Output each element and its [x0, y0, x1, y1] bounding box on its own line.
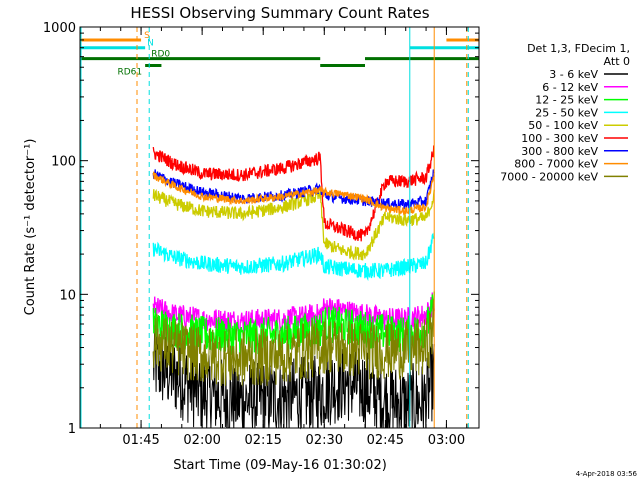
chart-title: HESSI Observing Summary Count Rates: [130, 4, 429, 22]
legend-header-line2: Att 0: [604, 55, 630, 68]
plot-frame: [79, 26, 480, 429]
series-line-100-300-kev: [152, 145, 435, 242]
x-tick-label: 01:45: [122, 433, 159, 448]
x-tick-label: 02:15: [244, 433, 281, 448]
axis-ticks: 01:45 02:00 02:15 02:30 02:45 03:00 1 10 100 1000: [43, 21, 479, 448]
series-line-50-100-kev: [152, 188, 435, 261]
flag-label-rd0: RD0: [151, 50, 170, 60]
x-tick-label: 02:00: [183, 433, 220, 448]
y-tick-label: 100: [51, 155, 76, 170]
vertical-markers: [80, 27, 469, 428]
legend-entry-label: 6 - 12 keV: [542, 81, 598, 94]
y-tick-label: 1000: [43, 21, 76, 36]
x-tick-label: 02:30: [306, 433, 343, 448]
x-tick-label: 02:45: [367, 433, 404, 448]
legend-entry-label: 12 - 25 keV: [535, 94, 598, 107]
x-tick-label: 03:00: [428, 433, 465, 448]
series-line-300-800-kev: [152, 169, 435, 211]
legend-entry-label: 800 - 7000 keV: [514, 158, 598, 171]
x-axis-label: Start Time (09-May-16 01:30:02): [173, 458, 387, 473]
timestamp: 4-Apr-2018 03:56: [576, 470, 638, 478]
series-line-800-7000-kev: [152, 171, 435, 215]
flag-label-s: S: [144, 31, 150, 41]
y-tick-label: 10: [59, 288, 76, 303]
series-line-7000-20000-kev: [152, 299, 435, 387]
y-tick-label: 1: [68, 422, 76, 437]
legend-header-line1: Det 1,3, FDecim 1,: [527, 42, 630, 55]
legend-entry-label: 100 - 300 keV: [521, 132, 598, 145]
flag-label-n: N: [147, 39, 154, 49]
legend-entry-label: 50 - 100 keV: [528, 119, 598, 132]
legend-entry-label: 300 - 800 keV: [521, 145, 598, 158]
legend-entry-label: 25 - 50 keV: [535, 106, 598, 119]
legend-entry-label: 7000 - 20000 keV: [500, 170, 598, 183]
legend-entry-label: 3 - 6 keV: [549, 68, 598, 81]
series-layer: [152, 145, 435, 430]
flag-label-rd61: RD61: [118, 68, 143, 78]
series-line-25-50-kev: [152, 232, 435, 282]
series-line-3-6-kev: [152, 325, 435, 430]
y-axis-label: Count Rate (s⁻¹ detector⁻¹): [23, 139, 38, 316]
